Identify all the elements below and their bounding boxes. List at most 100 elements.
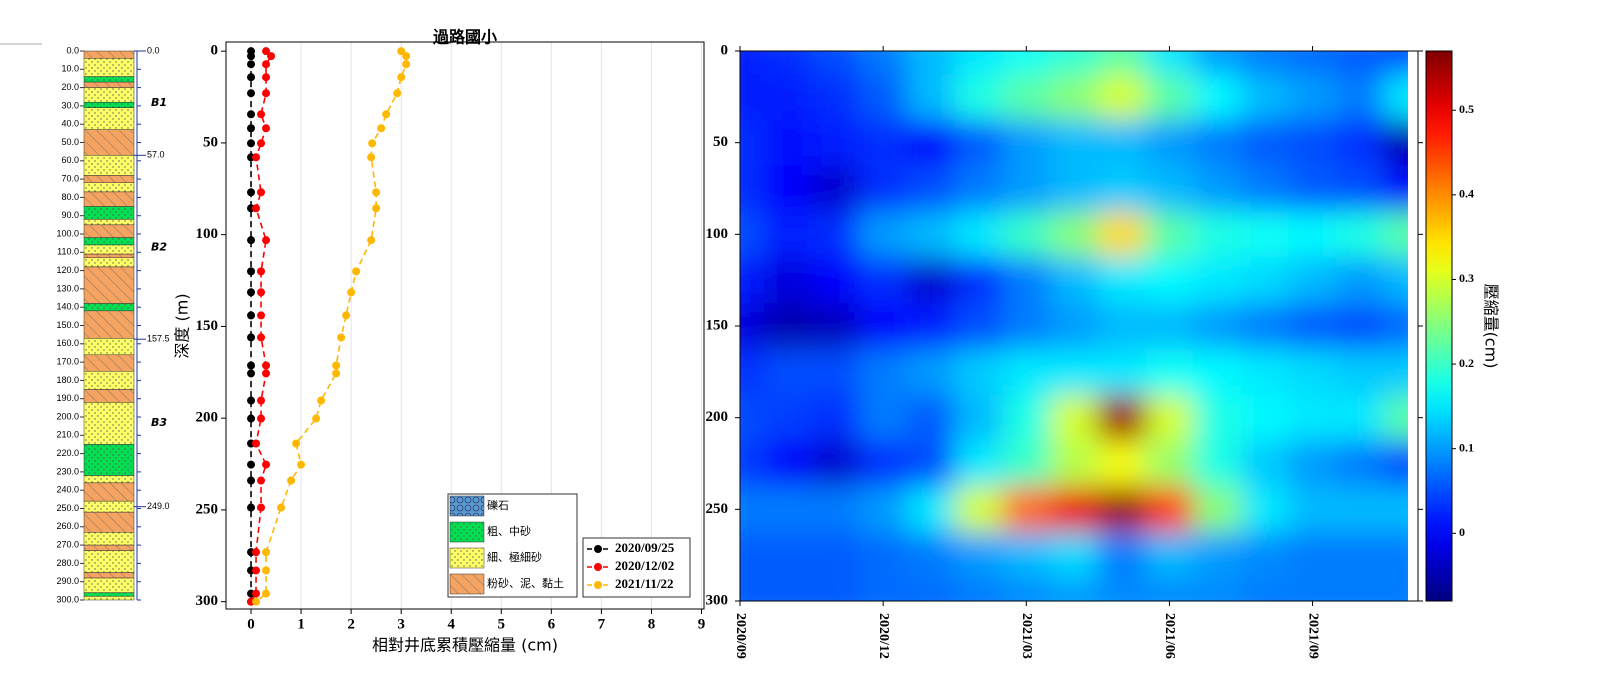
plot-frame (225, 41, 705, 610)
stratum-texture (84, 237, 134, 245)
series-point (247, 73, 256, 82)
colorbar-tick-label: 0.3 (1459, 271, 1474, 285)
x-tick-label: 1 (297, 616, 305, 632)
heat-cell (859, 440, 908, 487)
depth-tick-label: 30.0 (61, 100, 79, 110)
series-point (257, 139, 266, 148)
depth-tick-label: 300.0 (56, 594, 79, 604)
heat-cell (1384, 211, 1408, 258)
heat-cell (859, 348, 908, 396)
heat-cell (859, 532, 908, 579)
heat-cell (1050, 73, 1099, 121)
heat-cell (740, 211, 765, 258)
series-point (262, 361, 271, 370)
series-point (257, 476, 266, 485)
heat-cell (1145, 303, 1194, 350)
colorbar-tick-label: 0.1 (1459, 440, 1474, 454)
heat-cell (954, 532, 1003, 579)
stratum-texture (84, 224, 134, 238)
series-point (247, 267, 256, 276)
heat-cell (954, 51, 1003, 75)
heat-cell (859, 51, 908, 75)
heat-cell (811, 532, 860, 579)
heat-cell (1002, 73, 1051, 121)
heat-cell (954, 440, 1003, 487)
heat-cell (1384, 73, 1408, 121)
heat-cell (1384, 165, 1408, 212)
series-point (402, 60, 411, 69)
heat-cell (1193, 257, 1242, 304)
series-point (252, 597, 261, 606)
y-tick-label: 300 (706, 592, 729, 608)
series-point (257, 267, 266, 276)
heat-cell (1097, 257, 1147, 304)
heat-cell (1002, 51, 1051, 75)
series-point (262, 236, 271, 245)
stratum-texture (84, 475, 134, 483)
heat-cell (740, 440, 765, 487)
x-tick-label: 5 (498, 616, 506, 632)
heat-cell (1336, 348, 1385, 396)
stratum-texture (84, 354, 134, 372)
heat-cell (1145, 165, 1194, 212)
heat-cell (1288, 165, 1337, 212)
series-legend: 2020/09/25 2020/12/02 2021/11/22 (582, 537, 691, 598)
stratum-texture (84, 444, 134, 476)
colorbar-tick-label: 0.2 (1459, 356, 1474, 370)
heat-cell (1288, 440, 1337, 487)
heat-cell (1288, 486, 1337, 533)
heat-cell (1002, 578, 1051, 601)
depth-tick-label: 80.0 (61, 192, 79, 202)
depth-tick-label: 260.0 (56, 521, 79, 531)
depth-tick-label: 0.0 (66, 45, 79, 55)
stratum-texture (84, 175, 134, 183)
heat-cell (907, 348, 956, 396)
stratum-texture (84, 102, 134, 108)
depth-tick-label: 210.0 (56, 430, 79, 440)
x-tick-label: 2020/12 (876, 613, 891, 659)
heat-cell (1336, 51, 1385, 75)
series-point (262, 548, 271, 557)
heat-cell (1193, 303, 1242, 350)
heat-cell (811, 51, 860, 75)
heat-cell (1002, 440, 1051, 487)
series-point (247, 60, 256, 69)
heat-cell (1002, 303, 1051, 350)
series-point (257, 396, 266, 405)
stratum-texture (84, 206, 134, 220)
stratum-texture (84, 51, 134, 59)
heat-cell (907, 257, 956, 304)
heat-cell (954, 257, 1003, 304)
series-point (252, 589, 261, 598)
heat-cell (1097, 165, 1147, 212)
heat-cell (763, 394, 813, 442)
series-point (382, 110, 391, 119)
heat-cell (1002, 486, 1051, 533)
heat-cell (811, 440, 860, 487)
series-point (257, 188, 266, 197)
y-tick-label: 0 (721, 42, 729, 58)
x-axis-label: 相對井底累積壓縮量 (cm) (372, 636, 558, 655)
series-point (262, 73, 271, 82)
stratum-texture (84, 257, 134, 267)
heat-cell (1288, 119, 1337, 167)
heat-cell (1097, 303, 1147, 350)
stratum-texture (84, 219, 134, 225)
depth-tick-label: 70.0 (61, 173, 79, 183)
heat-cell (1384, 486, 1408, 533)
series-point (247, 460, 256, 469)
chart-title: 過路國小 (432, 28, 497, 47)
heat-cell (954, 394, 1003, 442)
series-point (342, 311, 351, 320)
heat-cell (1384, 440, 1408, 487)
stratum-texture (84, 244, 134, 255)
heat-cell (1384, 119, 1408, 167)
depth-tick-label: 170.0 (56, 356, 79, 366)
heat-cell (1050, 532, 1099, 579)
heat-cell (907, 165, 956, 212)
depth-tick-label: 220.0 (56, 448, 79, 458)
stratum-texture (84, 572, 134, 579)
x-tick-label: 9 (698, 616, 706, 632)
series-point (257, 288, 266, 297)
